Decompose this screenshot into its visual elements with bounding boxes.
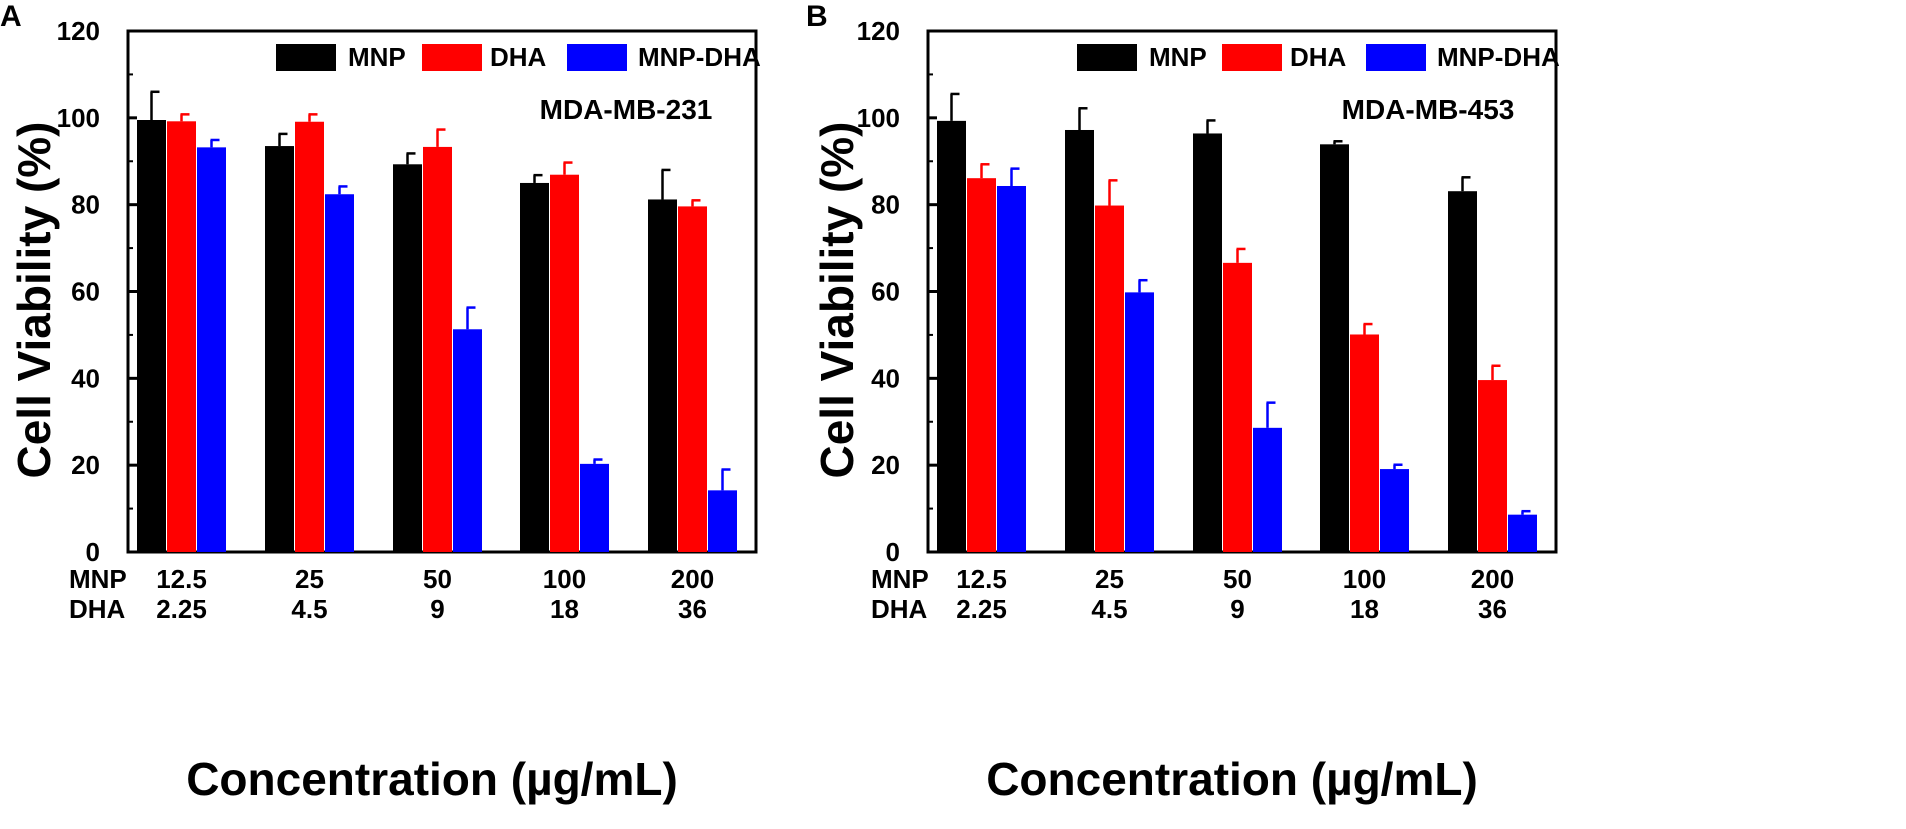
bar-mnp-dha: [580, 463, 609, 552]
bar-dha: [423, 146, 452, 553]
x-tick-label-dha: 4.5: [291, 594, 327, 624]
panel-a: A Cell Viability (%) 0 20 40 60 80 100 120 MDA…: [0, 0, 761, 805]
row-label-dha: DHA: [871, 594, 928, 624]
x-tick-label-dha: 36: [678, 594, 707, 624]
bar-dha: [1350, 334, 1379, 552]
y-tick-label: 40: [71, 363, 100, 393]
bar-mnp: [265, 146, 294, 552]
bar-dha: [295, 121, 324, 552]
x-tick-label-mnp: 25: [295, 564, 324, 594]
bar-mnp-dha: [453, 329, 482, 552]
bar-mnp: [648, 199, 677, 552]
y-tick-label: 20: [871, 450, 900, 480]
x-tick-label-dha: 18: [1350, 594, 1379, 624]
x-tick-label-mnp: 50: [1223, 564, 1252, 594]
bar-dha: [1095, 205, 1124, 552]
legend-swatch-mnp-dha: [1366, 44, 1426, 71]
legend-label-mnp: MNP: [1149, 42, 1207, 72]
legend-label-dha: DHA: [1290, 42, 1347, 72]
legend-swatch-mnp: [276, 44, 336, 71]
x-tick-label-dha: 18: [550, 594, 579, 624]
legend: MNP DHA MNP-DHA: [1077, 42, 1560, 72]
bars: [137, 90, 737, 553]
panel-b: B Cell Viability (%) 0 20 40 60 80 100 120 MDA…: [806, 0, 1560, 805]
bar-mnp: [1320, 144, 1349, 552]
x-tick-label-mnp: 200: [1471, 564, 1514, 594]
bar-mnp-dha: [708, 490, 737, 552]
x-axis-label: Concentration (µg/mL): [186, 753, 678, 805]
legend-swatch-dha: [1222, 44, 1282, 71]
cell-line-label: MDA-MB-231: [540, 94, 713, 125]
y-tick-label: 60: [71, 277, 100, 307]
row-label-mnp: MNP: [871, 564, 929, 594]
bar-mnp: [520, 182, 549, 553]
y-tick-label: 100: [57, 103, 100, 133]
x-tick-label-dha: 9: [430, 594, 444, 624]
bar-mnp-dha: [1380, 469, 1409, 552]
bar-dha: [678, 206, 707, 553]
legend-swatch-mnp-dha: [567, 44, 627, 71]
y-tick-label: 80: [71, 190, 100, 220]
bar-mnp-dha: [197, 147, 226, 552]
x-tick-label-mnp: 100: [543, 564, 586, 594]
bar-mnp: [1193, 133, 1222, 553]
x-axis-label: Concentration (µg/mL): [986, 753, 1478, 805]
y-tick-label: 0: [86, 537, 100, 567]
bar-mnp-dha: [1253, 427, 1282, 552]
panel-label: A: [0, 0, 22, 33]
y-tick-label: 60: [871, 277, 900, 307]
bar-dha: [1223, 262, 1252, 552]
x-tick-label-mnp: 100: [1343, 564, 1386, 594]
legend-swatch-mnp: [1077, 44, 1137, 71]
bar-dha: [167, 121, 196, 552]
bar-mnp: [1448, 191, 1477, 552]
x-tick-label-dha: 9: [1230, 594, 1244, 624]
x-tick-label-dha: 2.25: [956, 594, 1007, 624]
x-tick-label-mnp: 50: [423, 564, 452, 594]
row-label-dha: DHA: [69, 594, 126, 624]
legend-label-mnp-dha: MNP-DHA: [638, 42, 761, 72]
y-axis-label: Cell Viability (%): [8, 121, 60, 478]
row-label-mnp: MNP: [69, 564, 127, 594]
legend-label-dha: DHA: [490, 42, 547, 72]
y-axis-label: Cell Viability (%): [811, 121, 863, 478]
bar-dha: [1478, 380, 1507, 552]
x-tick-label-mnp: 12.5: [956, 564, 1007, 594]
x-tick-label-mnp: 200: [671, 564, 714, 594]
bar-mnp-dha: [1125, 292, 1154, 552]
bar-mnp: [937, 120, 966, 552]
legend-swatch-dha: [422, 44, 482, 71]
bar-dha: [967, 178, 996, 552]
x-tick-label-dha: 2.25: [156, 594, 207, 624]
x-tick-label-mnp: 12.5: [156, 564, 207, 594]
x-tick-label-dha: 36: [1478, 594, 1507, 624]
x-tick-label-mnp: 25: [1095, 564, 1124, 594]
y-tick-label: 20: [71, 450, 100, 480]
y-axis-ticks: 0 20 40 60 80 100 120: [57, 16, 137, 567]
bar-mnp-dha: [325, 194, 354, 552]
bar-mnp: [1065, 129, 1094, 553]
y-tick-label: 80: [871, 190, 900, 220]
bar-mnp-dha: [1508, 514, 1537, 552]
bar-mnp: [137, 120, 166, 553]
y-tick-label: 120: [57, 16, 100, 46]
bars: [937, 92, 1537, 553]
cell-line-label: MDA-MB-453: [1342, 94, 1515, 125]
legend-label-mnp: MNP: [348, 42, 406, 72]
x-tick-label-dha: 4.5: [1091, 594, 1127, 624]
bar-dha: [550, 174, 579, 552]
bar-mnp-dha: [997, 185, 1026, 552]
panel-label: B: [806, 0, 828, 33]
y-axis-ticks: 0 20 40 60 80 100 120: [857, 16, 937, 567]
y-tick-label: 0: [886, 537, 900, 567]
y-tick-label: 40: [871, 363, 900, 393]
y-tick-label: 100: [857, 103, 900, 133]
bar-mnp: [393, 164, 422, 552]
legend: MNP DHA MNP-DHA: [276, 42, 761, 72]
y-tick-label: 120: [857, 16, 900, 46]
legend-label-mnp-dha: MNP-DHA: [1437, 42, 1560, 72]
